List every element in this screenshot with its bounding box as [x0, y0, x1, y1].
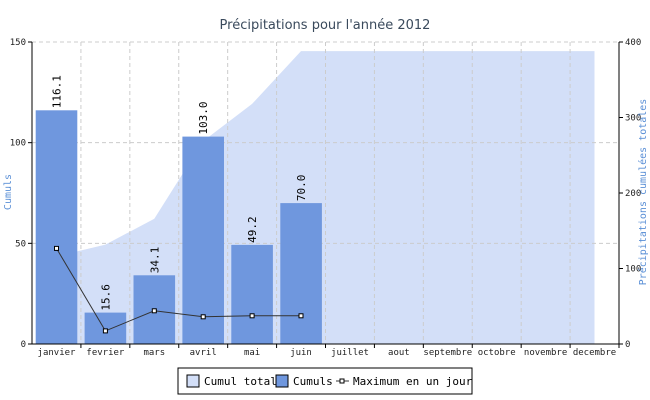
legend-marker-maximum — [339, 378, 345, 384]
x-tick-label-janvier: janvier — [38, 348, 77, 358]
y-left-tick-label-0: 0 — [21, 340, 26, 350]
axes-layer: 0 50 100 150 0 100 200 300 400 janvier fevrier mars… — [10, 38, 642, 358]
bar-label-avril: 103.0 — [197, 101, 210, 134]
point-maximum-janvier — [54, 245, 59, 251]
legend-box — [177, 367, 473, 395]
bar-label-fevrier: 15.6 — [99, 284, 112, 311]
point-maximum-juin — [298, 313, 304, 319]
bar-fevrier — [84, 312, 127, 344]
y-left-tick-label-3: 150 — [10, 38, 26, 48]
label-layer: 116.1 15.6 34.1 103.0 49.2 70.0 — [51, 75, 309, 310]
y-right-tick-label-3: 300 — [625, 114, 641, 124]
y-axis-left-label: Cumuls — [3, 174, 14, 210]
x-tick-label-mai: mai — [244, 348, 260, 358]
point-maximum-fevrier — [102, 328, 108, 334]
y-right-tick-label-1: 100 — [625, 265, 641, 275]
x-tick-label-novembre: novembre — [524, 348, 567, 358]
legend-label-cumuls: Cumuls — [293, 375, 333, 388]
bar-label-juin: 70.0 — [295, 175, 308, 202]
y-right-tick-label-4: 400 — [625, 38, 641, 48]
bar-label-mai: 49.2 — [246, 216, 259, 243]
legend-swatch-cumuls — [275, 374, 289, 388]
bar-avril — [182, 136, 224, 344]
bar-janvier — [35, 110, 78, 344]
chart-title: Précipitations pour l'année 2012 — [220, 18, 431, 33]
y-left-tick-label-1: 50 — [15, 239, 26, 249]
point-maximum-avril — [200, 314, 206, 320]
x-tick-label-aout: aout — [388, 348, 410, 358]
y-axis-right-label: Précipitations cumulées totales — [637, 99, 649, 286]
x-tick-label-mars: mars — [143, 348, 165, 358]
point-maximum-mars — [151, 308, 157, 314]
line-layer — [54, 245, 304, 334]
y-right-tick-label-0: 0 — [625, 340, 630, 350]
x-tick-label-septembre: septembre — [423, 348, 472, 358]
legend-label-maximum: Maximum en un jour — [353, 375, 473, 388]
bar-label-mars: 34.1 — [148, 247, 161, 274]
bar-layer — [35, 110, 322, 344]
x-tick-label-octobre: octobre — [478, 348, 516, 358]
x-tick-label-decembre: decembre — [573, 348, 616, 358]
legend-label-cumul-total: Cumul total — [204, 375, 277, 388]
bar-juin — [280, 203, 322, 344]
series-line-maximum — [56, 248, 301, 332]
point-maximum-mai — [249, 313, 255, 319]
legend-swatch-cumul-total — [186, 374, 200, 388]
x-tick-label-juin: juin — [290, 348, 312, 358]
x-tick-label-fevrier: fevrier — [86, 348, 125, 358]
legend: Cumul total Cumuls Maximum en un jour — [177, 367, 473, 395]
x-tick-label-juillet: juillet — [331, 348, 369, 358]
bar-mai — [231, 244, 273, 344]
y-right-tick-label-2: 200 — [625, 189, 641, 199]
x-tick-label-avril: avril — [190, 348, 217, 358]
bar-label-janvier: 116.1 — [51, 75, 64, 108]
y-left-tick-label-2: 100 — [10, 139, 26, 149]
